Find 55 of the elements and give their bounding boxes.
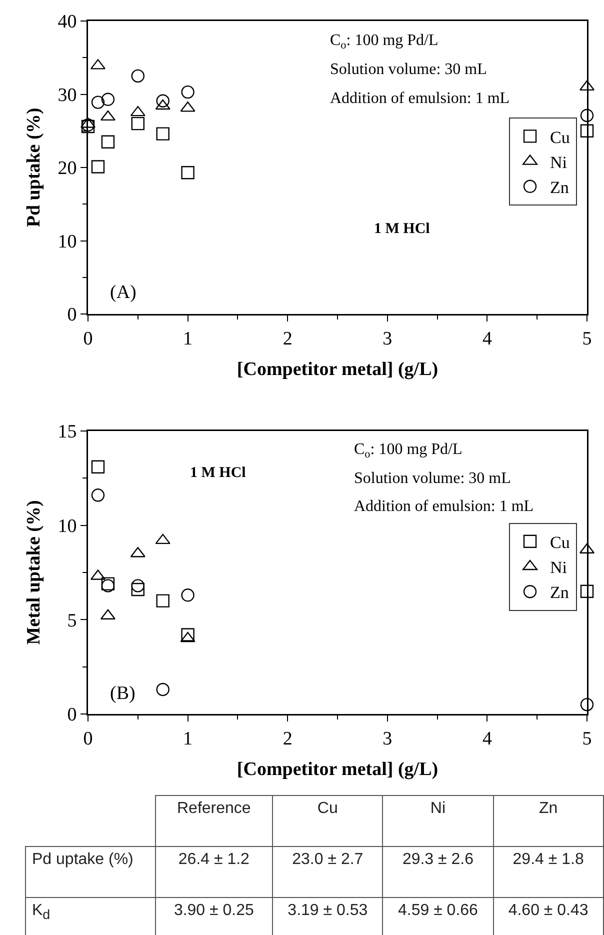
x-tick-label: 4 — [482, 328, 492, 350]
y-tick-label: 5 — [67, 610, 77, 632]
x-tick-label: 3 — [382, 728, 392, 750]
annotation: C$_{o}$: 100 mg Pd/L — [354, 441, 462, 460]
x-tick-label: 3 — [382, 328, 392, 350]
text: 29.3 ± 2.6 — [382, 846, 494, 898]
text: 4.59 ± 0.66 — [382, 898, 494, 935]
text: 26.4 ± 1.2 — [155, 846, 272, 898]
y-tick-label: 10 — [58, 516, 77, 537]
legend-label: Zn — [550, 178, 570, 198]
legend-label: Ni — [550, 558, 568, 578]
x-tick-label: 5 — [582, 728, 592, 750]
x-axis-title: [Competitor metal] (g/L) — [236, 759, 438, 780]
category-label: Ni — [382, 796, 494, 846]
annotation: 1 M HCl — [190, 465, 246, 481]
text: 29.4 ± 1.8 — [493, 846, 604, 898]
y-tick-label: 15 — [58, 422, 77, 443]
text: 4.60 ± 0.43 — [493, 898, 604, 935]
text: Pd uptake (%) — [26, 846, 156, 898]
x-tick-label: 2 — [282, 328, 292, 350]
text: 3.90 ± 0.25 — [155, 898, 272, 935]
annotation: Addition of emulsion: 1 mL — [330, 90, 510, 107]
legend-label: Cu — [550, 128, 570, 147]
legend-label: Cu — [550, 533, 570, 552]
x-tick-label: 1 — [183, 328, 193, 350]
x-tick-label: 0 — [83, 728, 93, 750]
y-tick-label: 0 — [67, 704, 77, 726]
annotation: Solution volume: 30 mL — [330, 61, 487, 78]
annotation: 1 M HCl — [374, 221, 430, 237]
x-tick-label: 5 — [582, 328, 592, 350]
annotation: (B) — [110, 683, 136, 704]
x-tick-label: 2 — [282, 728, 292, 750]
legend-label: Zn — [550, 583, 570, 602]
x-axis-title: [Competitor metal] (g/L) — [236, 359, 438, 380]
y-tick-label: 40 — [58, 12, 77, 33]
y-axis-title: Pd uptake (%) — [24, 108, 44, 228]
x-tick-label: 4 — [482, 728, 492, 750]
annotation: C$_{o}$: 100 mg Pd/L — [330, 32, 438, 52]
text: 3.19 ± 0.53 — [272, 898, 383, 935]
x-tick-label: 0 — [83, 328, 93, 350]
x-tick-label: 1 — [183, 728, 193, 750]
legend-label: Ni — [550, 152, 568, 172]
y-tick-label: 0 — [67, 304, 77, 326]
y-tick-label: 20 — [58, 158, 77, 180]
annotation: Solution volume: 30 mL — [354, 470, 511, 487]
y-tick-label: 30 — [58, 84, 77, 106]
category-label: Reference — [155, 796, 272, 846]
y-axis-title: Metal uptake (%) — [24, 500, 44, 645]
y-tick-label: 10 — [58, 231, 77, 252]
text: K$_{d}$ — [26, 898, 156, 935]
category-label: Zn — [493, 796, 604, 846]
annotation: Addition of emulsion: 1 mL — [354, 498, 534, 515]
category-label: Cu — [272, 796, 383, 846]
annotation: (A) — [110, 282, 136, 303]
text: 23.0 ± 2.7 — [272, 846, 383, 898]
